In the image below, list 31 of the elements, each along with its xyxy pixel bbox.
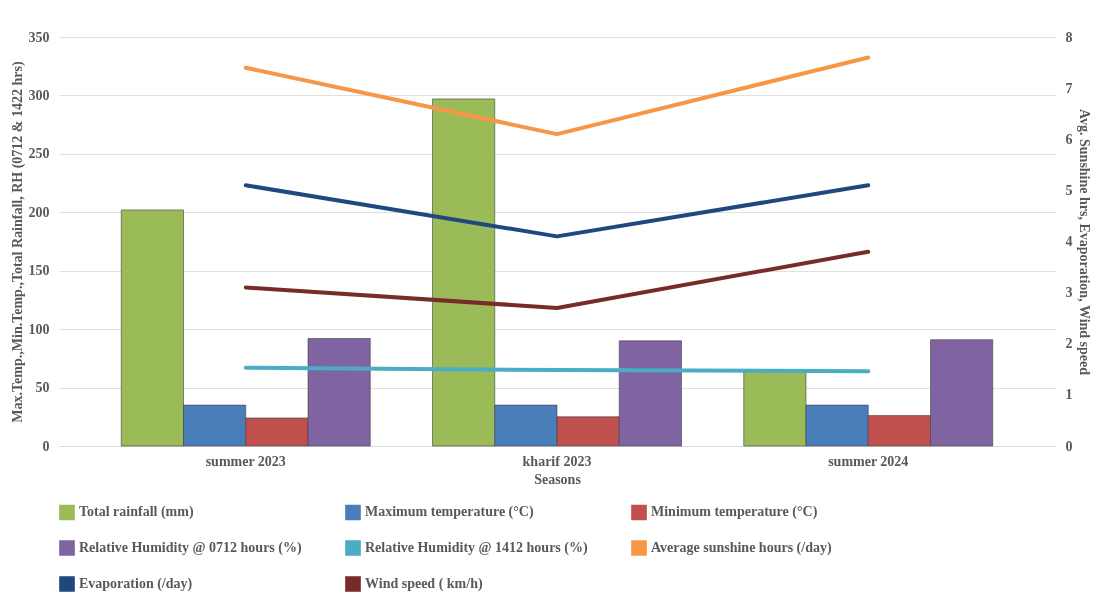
y-axis-title: Max.Temp.,Min.Temp.,Total Rainfall, RH (0712 & 1422 hrs) — [9, 61, 26, 423]
legend-label: Average sunshine hours (/day) — [651, 540, 832, 556]
y2-tick-label: 7 — [1065, 80, 1073, 96]
y-tick-label: 200 — [28, 204, 50, 220]
x-axis-title: Seasons — [534, 471, 582, 487]
legend-label: Wind speed ( km/h) — [365, 576, 483, 592]
y2-tick-label: 6 — [1065, 131, 1073, 147]
y-tick-label: 0 — [42, 438, 50, 454]
x-tick-label: summer 2023 — [205, 453, 286, 469]
y2-tick-label: 3 — [1065, 285, 1073, 301]
y-tick-label: 250 — [28, 146, 50, 162]
y-tick-label: 150 — [28, 263, 50, 279]
y2-tick-label: 5 — [1065, 182, 1073, 198]
x-tick-label: summer 2024 — [828, 453, 909, 469]
y2-tick-label: 0 — [1065, 438, 1073, 454]
y-tick-label: 350 — [28, 29, 50, 45]
y2-axis-title: Avg. Sunshine hrs, Evaporation, Wind speed — [1076, 108, 1092, 376]
legend-label: Maximum temperature (°C) — [365, 504, 534, 521]
legend-label: Relative Humidity @ 1412 hours (%) — [365, 540, 588, 556]
y2-tick-label: 1 — [1065, 387, 1073, 403]
y-tick-label: 100 — [28, 321, 50, 337]
legend-label: Evaporation (/day) — [79, 576, 193, 592]
legend-label: Minimum temperature (°C) — [651, 504, 818, 521]
legend-label: Relative Humidity @ 0712 hours (%) — [79, 540, 302, 556]
y-tick-label: 300 — [28, 87, 50, 103]
y2-tick-label: 2 — [1065, 336, 1073, 352]
y-tick-label: 50 — [35, 380, 50, 396]
y2-tick-label: 4 — [1065, 234, 1073, 249]
x-tick-label: kharif 2023 — [522, 453, 592, 469]
legend-label: Total rainfall (mm) — [79, 504, 194, 521]
y2-tick-label: 8 — [1065, 29, 1073, 45]
